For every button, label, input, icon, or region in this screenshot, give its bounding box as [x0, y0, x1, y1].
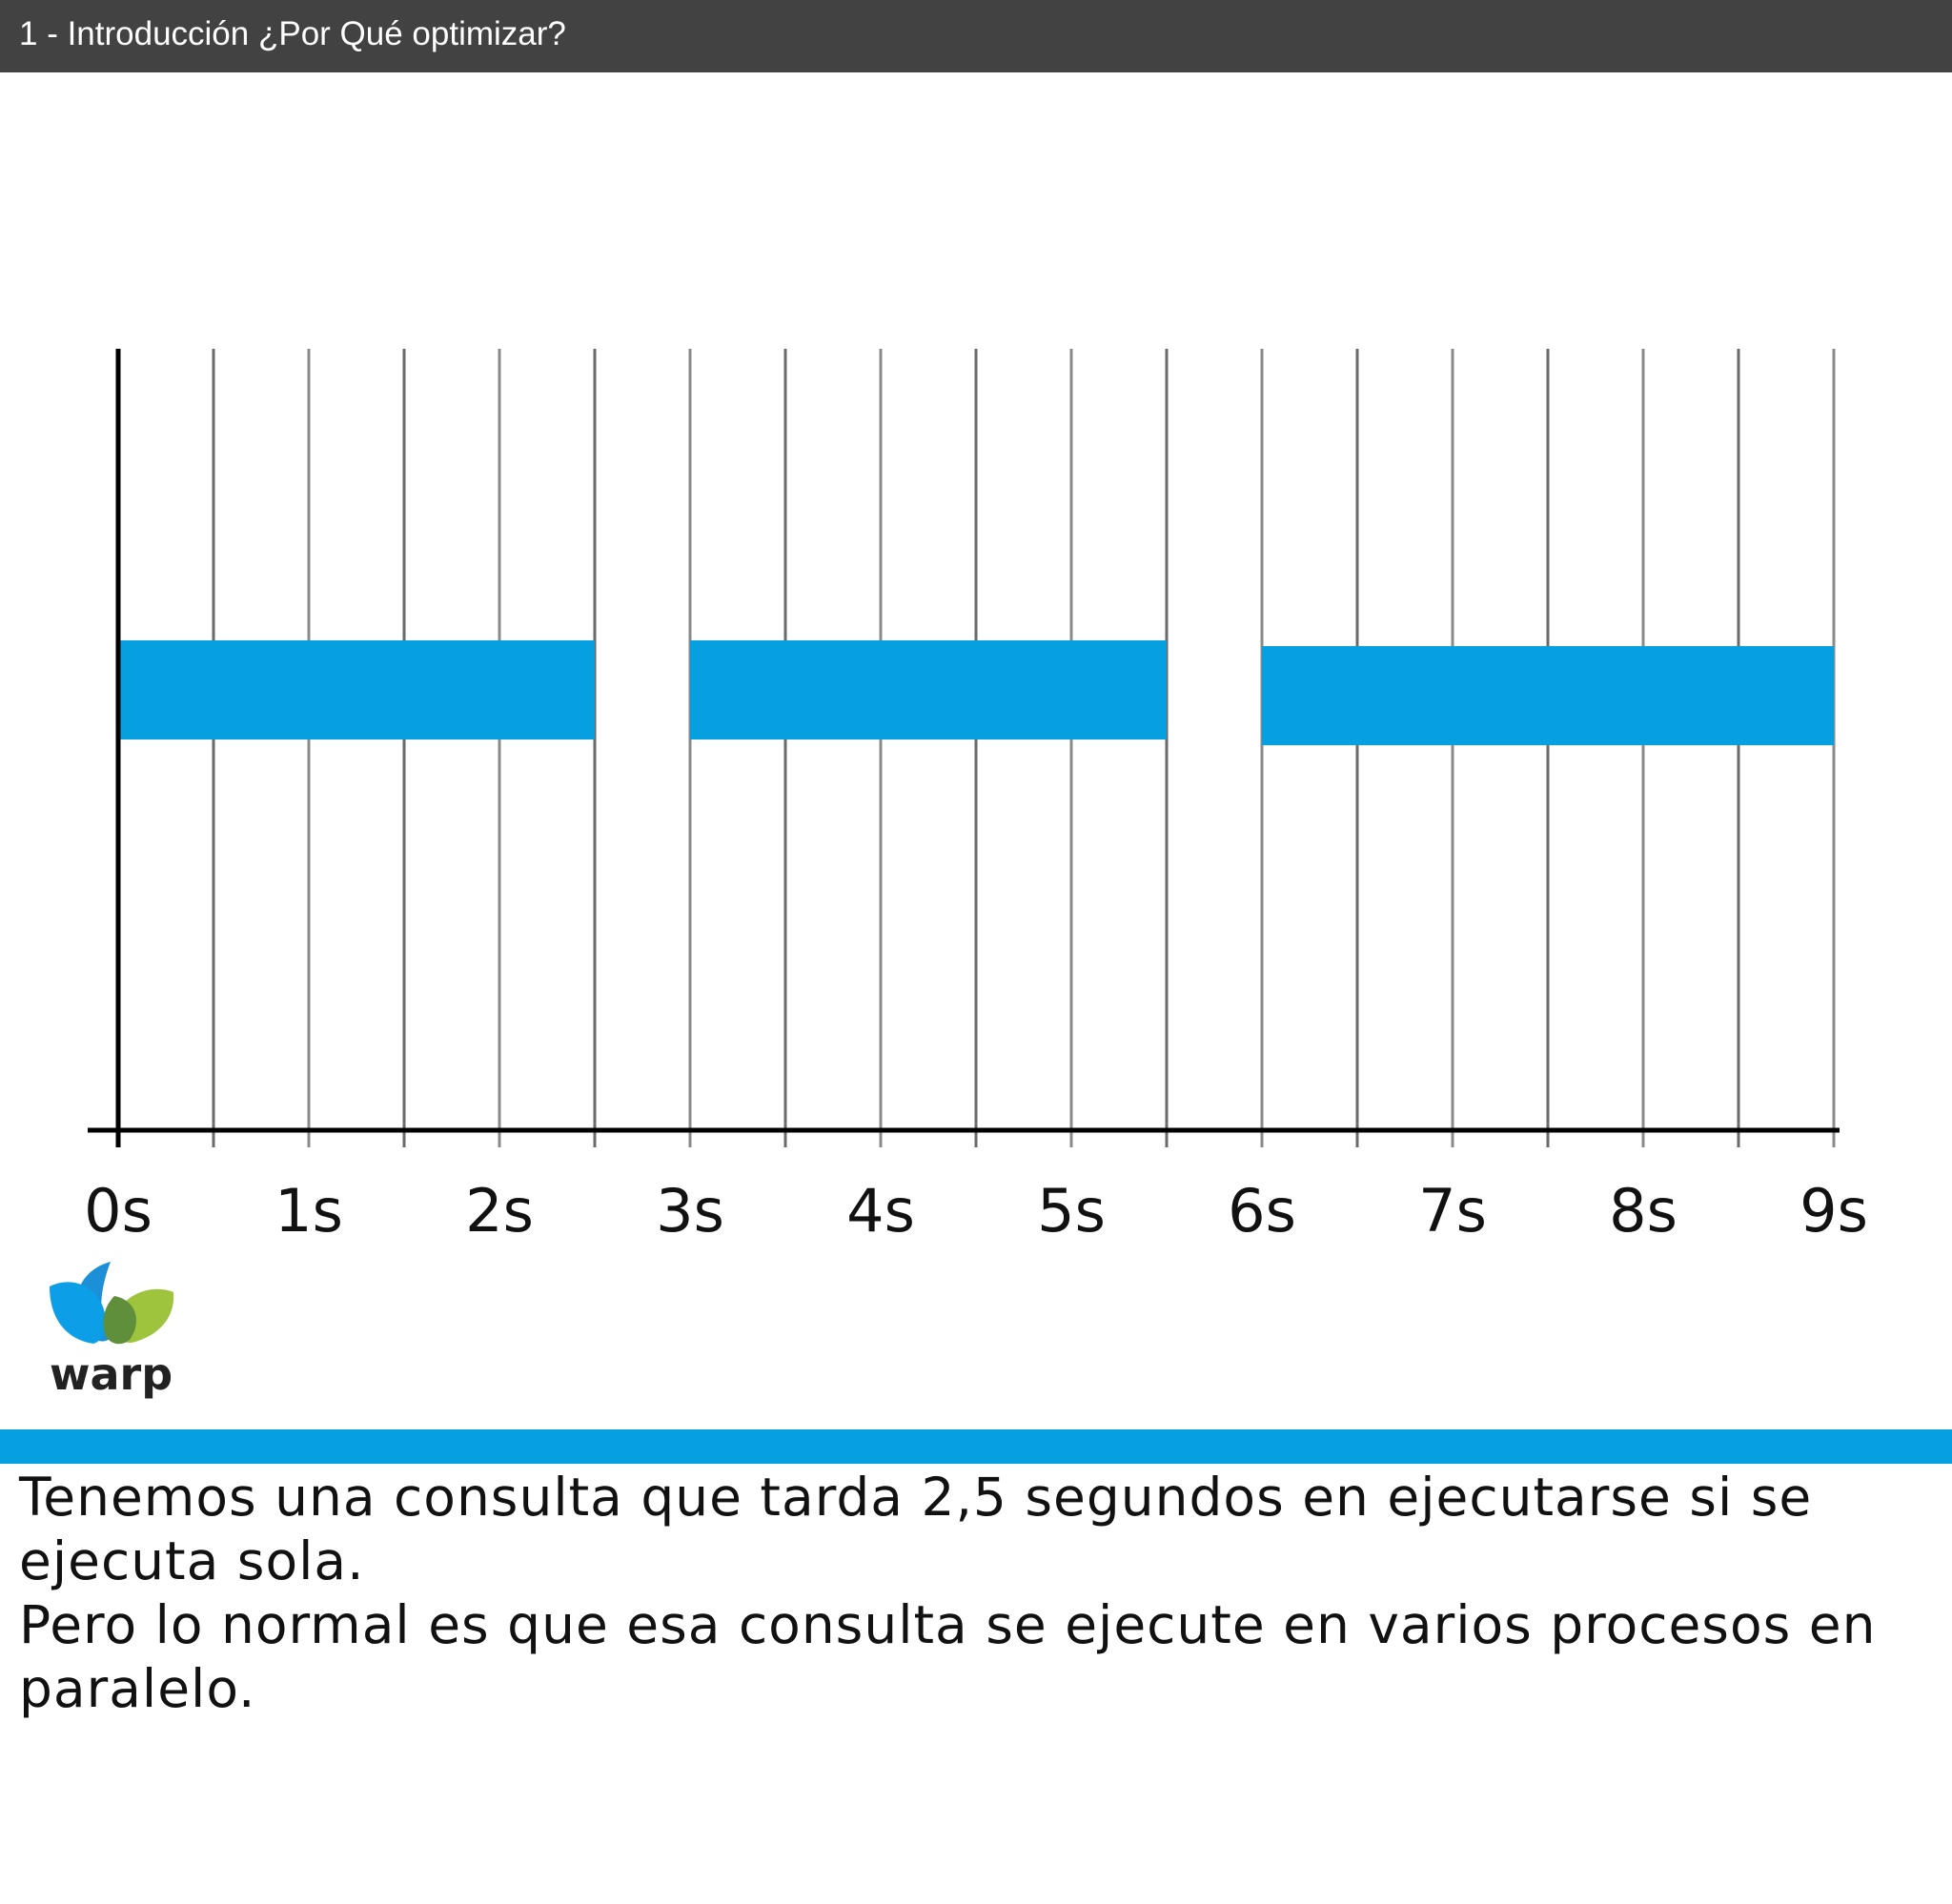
tick-label: 3s [656, 1176, 724, 1246]
tick-label: 7s [1418, 1176, 1487, 1246]
tick-label: 6s [1228, 1176, 1296, 1246]
tick-label: 9s [1800, 1176, 1868, 1246]
timeline-bar-1 [118, 640, 595, 739]
speaker-notes: Tenemos una consulta que tarda 2,5 segun… [19, 1466, 1935, 1721]
tick-label: 0s [84, 1176, 152, 1246]
timeline-chart: 0s 1s 2s 3s 4s 5s 6s 7s 8s 9s [84, 349, 1868, 1246]
tick-labels: 0s 1s 2s 3s 4s 5s 6s 7s 8s 9s [84, 1176, 1868, 1246]
tick-label: 8s [1609, 1176, 1678, 1246]
tick-label: 2s [465, 1176, 534, 1246]
warp-logo: warp [44, 1258, 187, 1410]
tick-label: 1s [274, 1176, 343, 1246]
accent-divider [0, 1429, 1952, 1464]
timeline-bar-3 [1262, 646, 1834, 745]
slide-title: 1 - Introducción ¿Por Qué optimizar? [19, 15, 566, 52]
warp-logo-icon: warp [50, 1262, 174, 1400]
tick-label: 5s [1037, 1176, 1106, 1246]
tick-label: 4s [846, 1176, 915, 1246]
axes [88, 349, 1840, 1147]
notes-line-1: Tenemos una consulta que tarda 2,5 segun… [19, 1467, 1813, 1591]
timeline-bar-2 [690, 640, 1167, 739]
logo-wordmark: warp [50, 1348, 173, 1400]
notes-line-2: Pero lo normal es que esa consulta se ej… [19, 1594, 1877, 1719]
gridlines [212, 349, 1836, 1147]
header-bar: 1 - Introducción ¿Por Qué optimizar? [0, 0, 1952, 72]
bars [118, 640, 1834, 745]
